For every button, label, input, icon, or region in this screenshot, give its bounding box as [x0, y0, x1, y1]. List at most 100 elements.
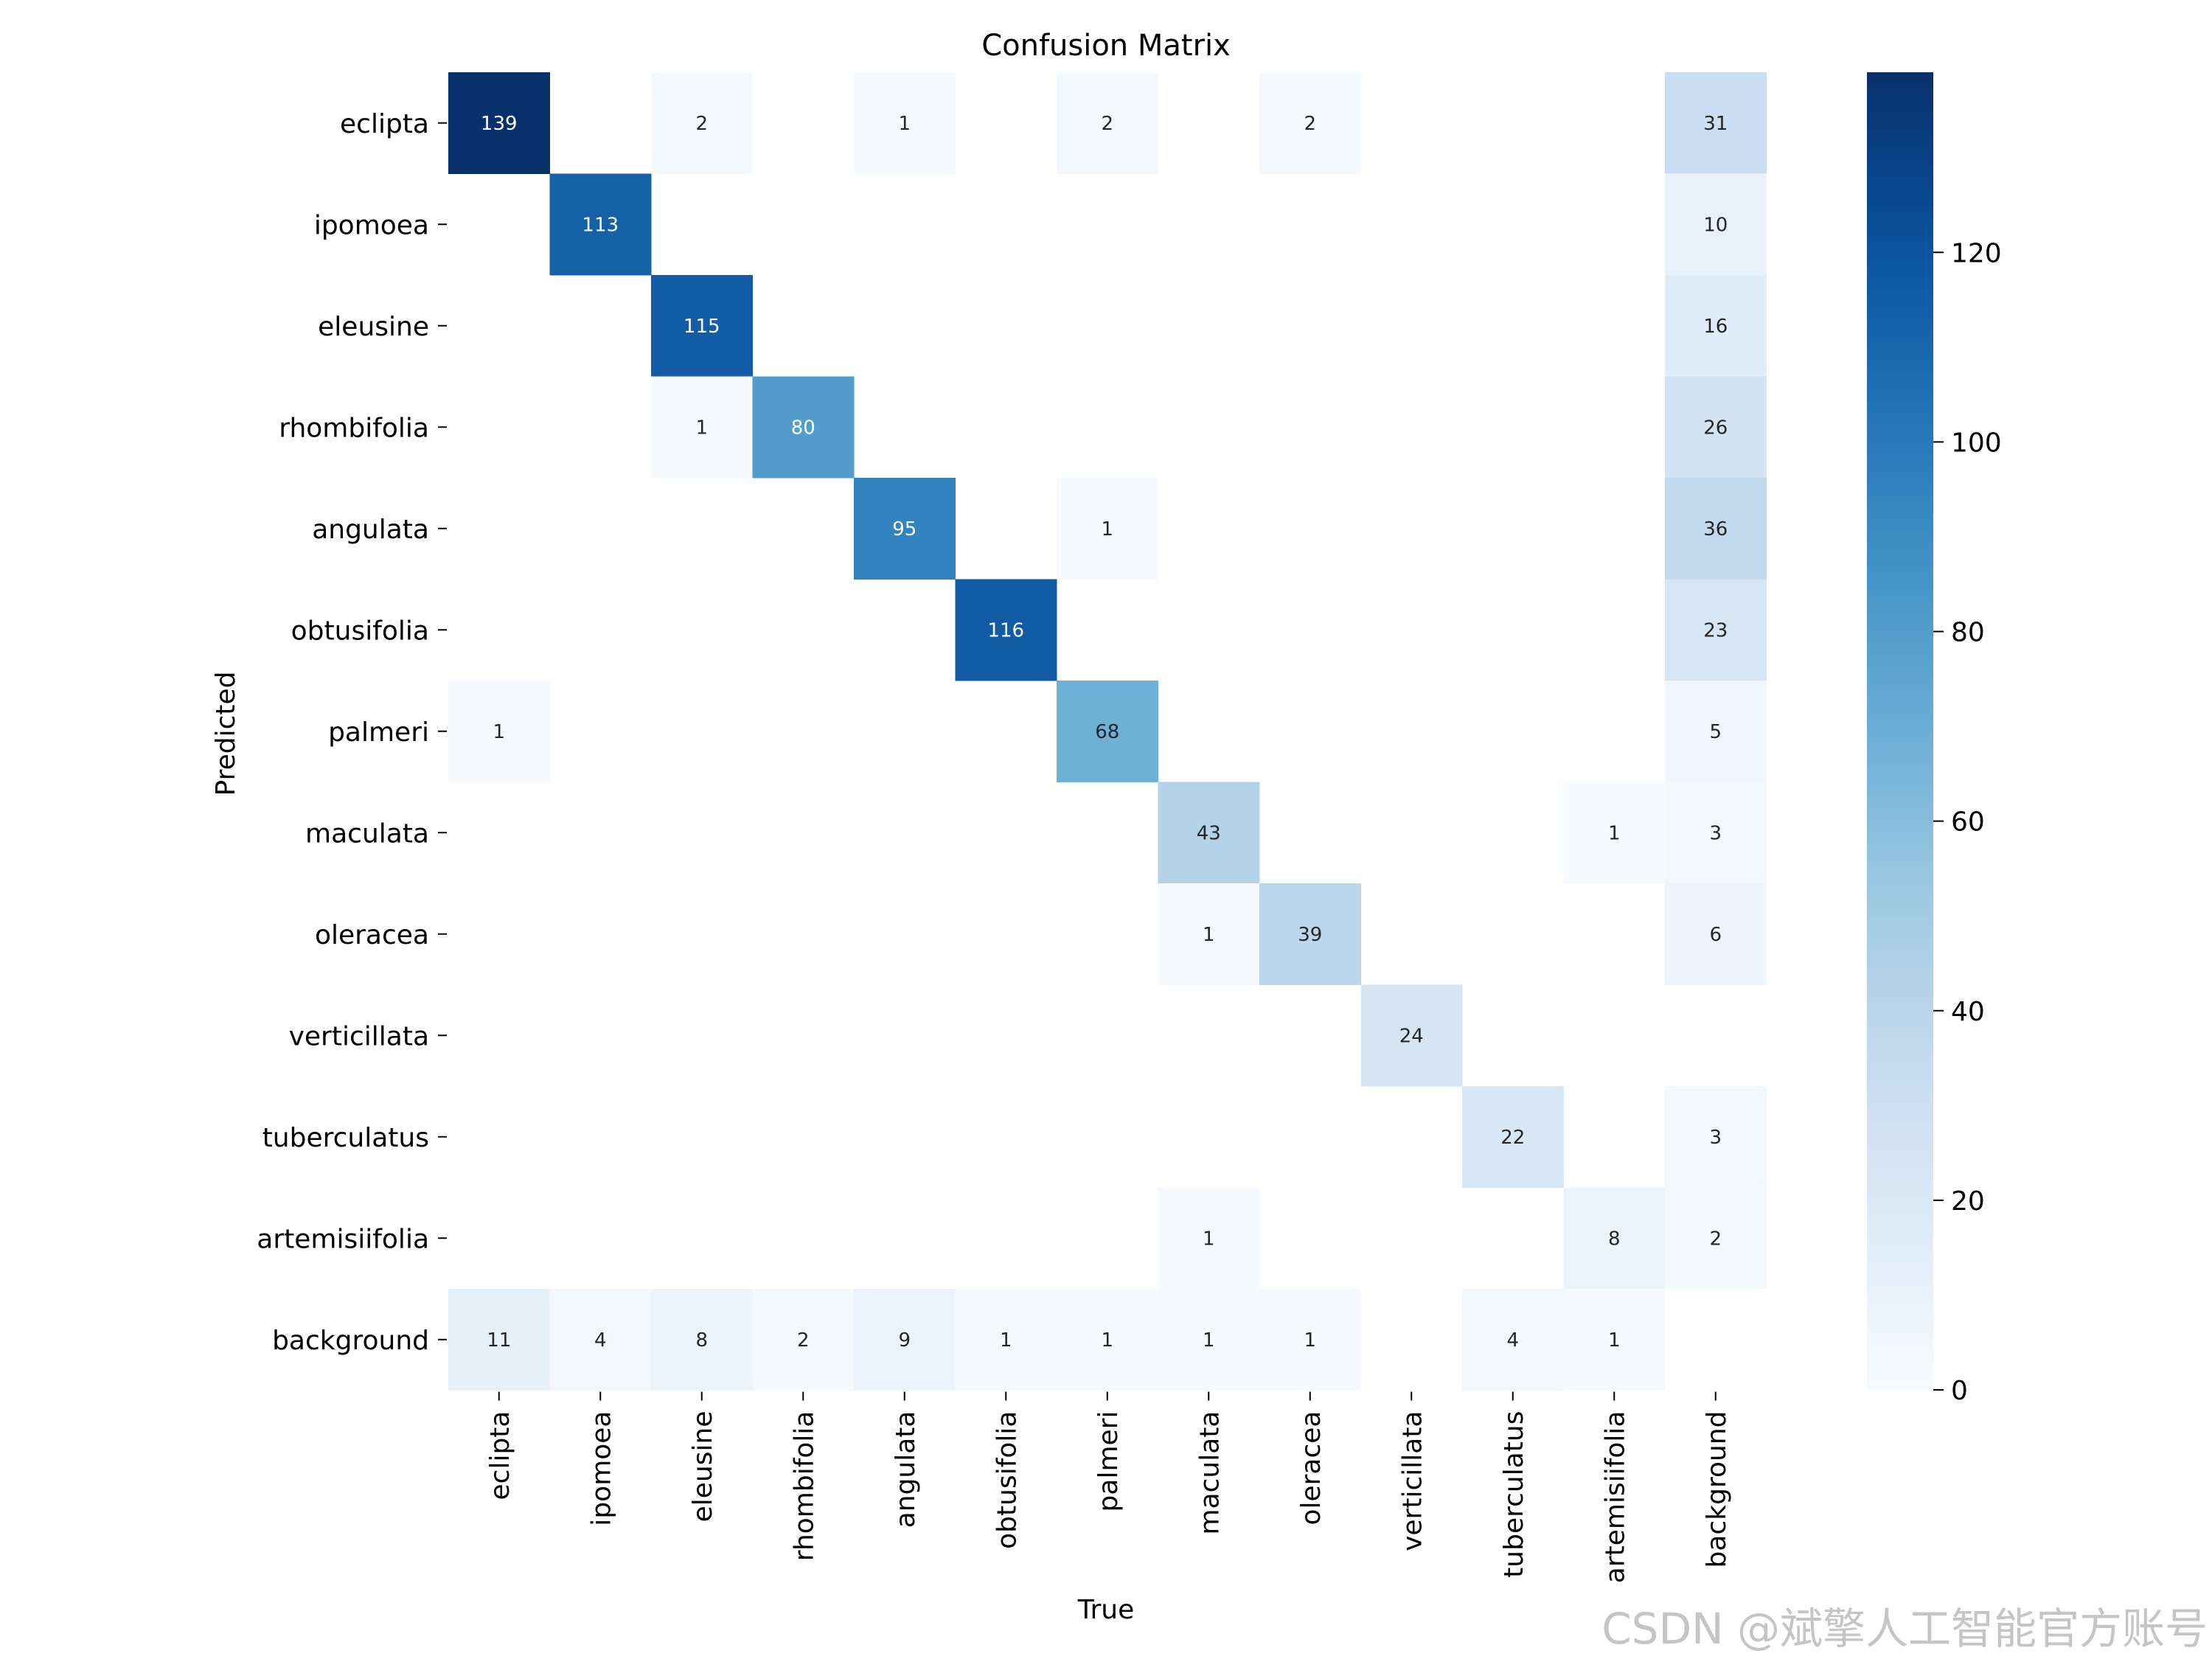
colorbar-tick-label: 80 [1951, 618, 1985, 648]
cell-palmeri-palmeri [1057, 681, 1158, 782]
cell-value-label: 115 [684, 316, 720, 338]
cell-oleracea-background [1665, 883, 1767, 985]
colorbar-tick-label: 60 [1951, 807, 1985, 838]
cell-background-angulata [854, 1289, 956, 1391]
cell-background-tuberculatus [1462, 1289, 1564, 1391]
cell-tuberculatus-background [1665, 1086, 1767, 1188]
x-tick-label: palmeri [1093, 1411, 1124, 1512]
cell-palmeri-eclipta [448, 681, 550, 782]
cell-maculata-artemisiifolia [1563, 782, 1666, 884]
y-tick-label: artemisiifolia [257, 1224, 429, 1254]
colorbar-tick-label: 0 [1951, 1376, 1968, 1406]
colorbar-tick-label: 100 [1951, 428, 2002, 458]
cell-eclipta-oleracea [1259, 72, 1361, 174]
cell-value-label: 22 [1500, 1127, 1525, 1149]
cell-value-label: 1 [493, 721, 505, 743]
cell-rhombifolia-rhombifolia [752, 376, 855, 479]
cell-value-label: 80 [791, 417, 815, 439]
y-tick-label: eleusine [318, 312, 429, 342]
x-tick-label: eleusine [688, 1411, 718, 1523]
cell-value-label: 2 [797, 1329, 810, 1352]
cell-oleracea-maculata [1158, 883, 1260, 985]
colorbar-tick-label: 120 [1951, 238, 2002, 268]
cell-value-label: 1 [1000, 1329, 1012, 1352]
cell-value-label: 2 [1304, 113, 1316, 135]
cell-value-label: 26 [1703, 417, 1728, 439]
cell-value-label: 1 [695, 417, 708, 439]
cell-value-label: 1 [1203, 1329, 1215, 1352]
x-tick-label: rhombifolia [789, 1411, 819, 1562]
cell-value-label: 4 [1506, 1329, 1519, 1352]
x-tick-label: artemisiifolia [1600, 1411, 1630, 1584]
x-axis-label: True [1077, 1595, 1134, 1625]
cell-artemisiifolia-artemisiifolia [1563, 1187, 1666, 1290]
cell-background-rhombifolia [752, 1289, 855, 1391]
cell-background-eclipta [448, 1289, 550, 1391]
cell-eleusine-background [1665, 275, 1767, 377]
heatmap-cells [448, 72, 1767, 1391]
y-tick-label: maculata [305, 818, 429, 849]
cell-background-oleracea [1259, 1289, 1361, 1391]
cell-value-label: 16 [1703, 316, 1728, 338]
cell-verticillata-verticillata [1360, 984, 1463, 1087]
cell-obtusifolia-background [1665, 579, 1767, 681]
x-tick-label: ipomoea [586, 1411, 616, 1526]
chart-title: Confusion Matrix [981, 29, 1231, 63]
cell-background-obtusifolia [955, 1289, 1057, 1391]
y-tick-label: ipomoea [314, 210, 429, 240]
cell-value-label: 4 [594, 1329, 607, 1352]
cell-ipomoea-background [1665, 173, 1767, 276]
cell-value-label: 113 [582, 214, 619, 236]
cell-value-label: 39 [1298, 924, 1322, 946]
cell-background-artemisiifolia [1563, 1289, 1666, 1391]
cell-value-label: 31 [1703, 113, 1728, 135]
cell-eclipta-background [1665, 72, 1767, 174]
colorbar: 0 20 40 60 80 100 120 [1867, 72, 2002, 1406]
cell-eclipta-eleusine [651, 72, 753, 174]
cell-value-label: 1 [1608, 1329, 1621, 1352]
cell-value-label: 3 [1709, 1127, 1722, 1149]
cell-value-label: 95 [892, 518, 917, 540]
cell-value-label: 2 [1101, 113, 1113, 135]
cell-value-label: 1 [1203, 1228, 1215, 1250]
cell-value-label: 9 [898, 1329, 911, 1352]
cell-angulata-palmeri [1057, 478, 1158, 580]
cell-value-label: 1 [1101, 518, 1113, 540]
cell-value-label: 1 [1608, 822, 1621, 844]
cell-value-label: 1 [1304, 1329, 1316, 1352]
cell-oleracea-oleracea [1259, 883, 1361, 985]
x-tick-label: eclipta [485, 1411, 515, 1500]
cell-artemisiifolia-maculata [1158, 1187, 1260, 1290]
cell-maculata-maculata [1158, 782, 1260, 884]
cell-tuberculatus-tuberculatus [1462, 1086, 1564, 1188]
y-tick-label: obtusifolia [291, 616, 429, 646]
y-tick-label: eclipta [340, 109, 429, 139]
x-tick-label: maculata [1194, 1411, 1225, 1535]
cell-value-label: 8 [695, 1329, 708, 1352]
cell-value-label: 8 [1608, 1228, 1621, 1250]
cell-background-maculata [1158, 1289, 1260, 1391]
y-axis-ticks: eclipta ipomoea eleusine rhombifolia angulat… [257, 109, 447, 1356]
cell-value-label: 1 [1203, 924, 1215, 946]
colorbar-tick-label: 20 [1951, 1186, 1985, 1217]
x-tick-label: obtusifolia [992, 1411, 1022, 1549]
cell-obtusifolia-obtusifolia [955, 579, 1057, 681]
cell-value-label: 6 [1709, 924, 1722, 946]
y-tick-label: rhombifolia [279, 413, 429, 443]
cell-value-label: 3 [1709, 822, 1722, 844]
cell-background-palmeri [1057, 1289, 1158, 1391]
cell-maculata-background [1665, 782, 1767, 884]
cell-value-label: 43 [1197, 822, 1221, 844]
cell-angulata-angulata [854, 478, 956, 580]
cell-value-label: 24 [1399, 1025, 1424, 1047]
cell-eclipta-palmeri [1057, 72, 1158, 174]
cell-value-label: 116 [987, 619, 1024, 641]
y-tick-label: angulata [312, 515, 429, 545]
cell-eclipta-angulata [854, 72, 956, 174]
cell-value-label: 11 [487, 1329, 511, 1352]
y-tick-label: oleracea [315, 920, 429, 950]
y-tick-label: tuberculatus [262, 1123, 429, 1153]
cell-rhombifolia-eleusine [651, 376, 753, 479]
x-tick-label: background [1702, 1411, 1732, 1568]
